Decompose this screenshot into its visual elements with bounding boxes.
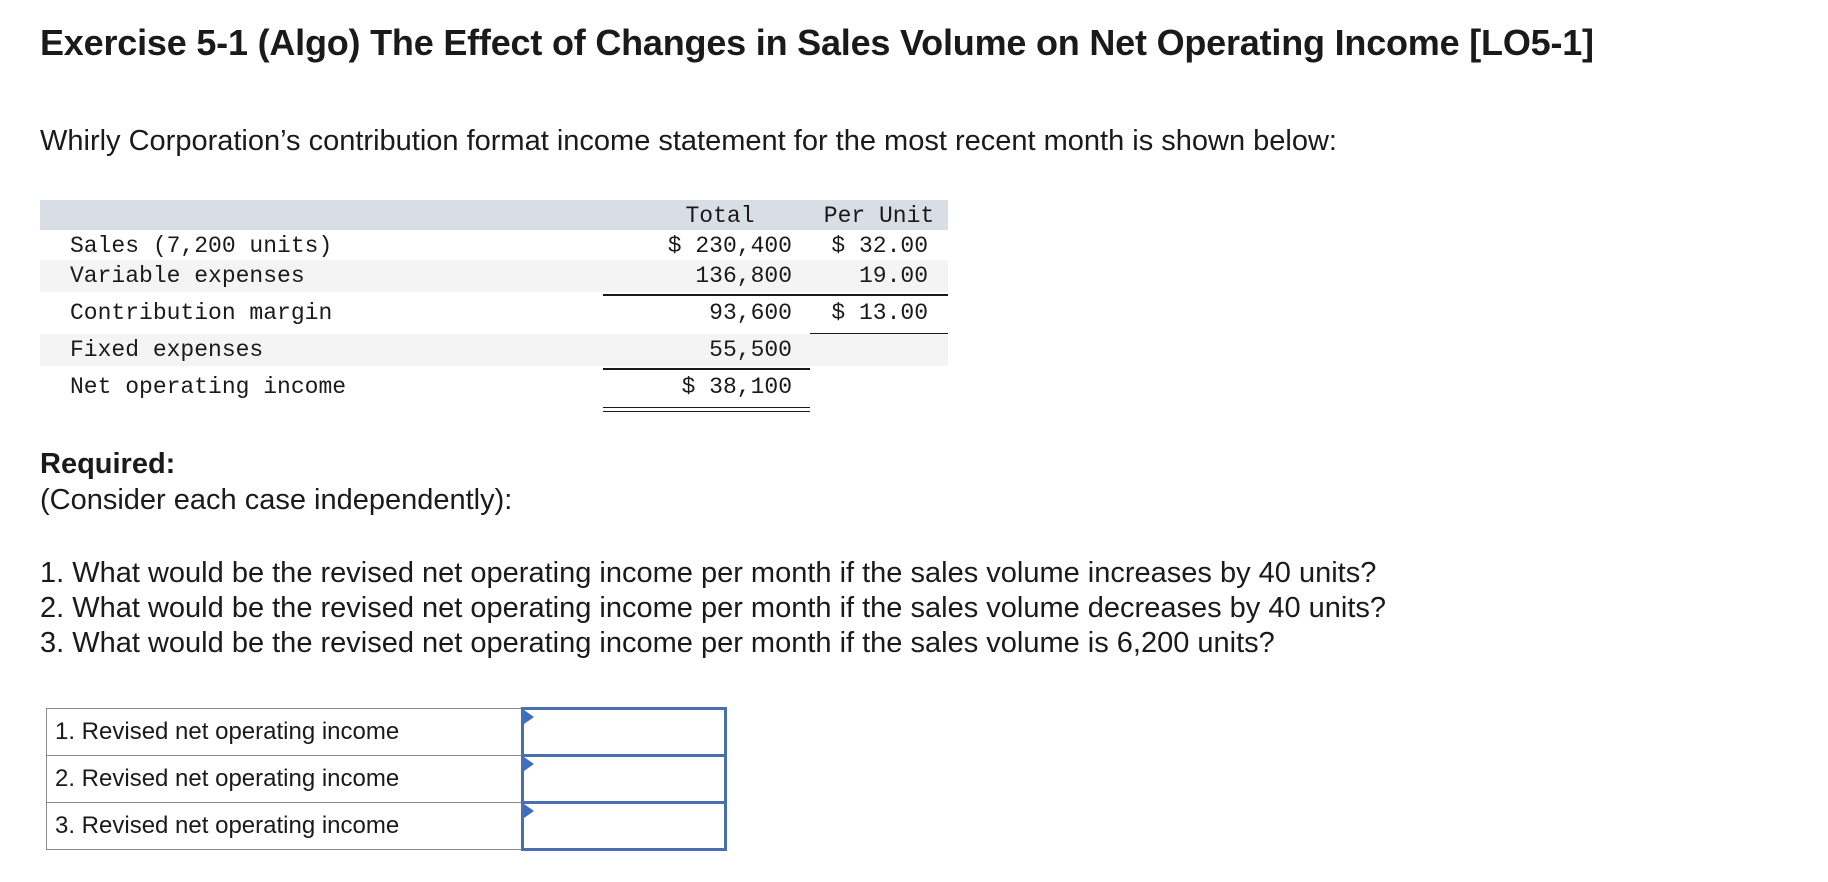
row-label: Fixed expenses (70, 337, 264, 363)
statement-row-net-operating-income: Net operating income $ 38,100 (40, 366, 948, 412)
required-note: (Consider each case independently): (40, 484, 513, 516)
question-list: 1. What would be the revised net operati… (40, 556, 1386, 661)
answer-input-1[interactable] (524, 710, 724, 754)
question-2: 2. What would be the revised net operati… (40, 592, 1387, 624)
income-statement: Total Per Unit Sales (7,200 units) $ 230… (40, 200, 948, 412)
answer-label-2: 2. Revised net operating income (46, 755, 523, 803)
answer-input-3[interactable] (524, 804, 724, 848)
page-title: Exercise 5-1 (Algo) The Effect of Change… (40, 22, 1594, 63)
statement-row-variable-expenses: Variable expenses 136,800 19.00 (40, 260, 948, 296)
input-marker-icon (524, 757, 534, 771)
intro-text: Whirly Corporation’s contribution format… (40, 125, 1337, 157)
per-unit-underline (810, 260, 948, 296)
total-underline (603, 260, 810, 296)
required-heading: Required: (40, 448, 176, 480)
statement-header-row: Total Per Unit (40, 200, 948, 230)
question-3: 3. What would be the revised net operati… (40, 627, 1275, 659)
row-label: Net operating income (70, 374, 347, 400)
row-total: 136,800 (695, 263, 792, 289)
row-total: 93,600 (709, 300, 792, 326)
header-total: Total (685, 203, 755, 229)
statement-row-contribution-margin: Contribution margin 93,600 $ 13.00 (40, 292, 948, 338)
answer-label-1: 1. Revised net operating income (46, 708, 523, 756)
statement-row-fixed-expenses: Fixed expenses 55,500 (40, 334, 948, 370)
question-1: 1. What would be the revised net operati… (40, 557, 1377, 589)
row-total: 55,500 (709, 337, 792, 363)
answer-row-3: 3. Revised net operating income (46, 801, 727, 851)
row-total: $ 38,100 (681, 374, 792, 400)
row-label: Contribution margin (70, 300, 333, 326)
answer-row-2: 2. Revised net operating income (46, 754, 727, 804)
input-marker-icon (524, 804, 534, 818)
answer-label-3: 3. Revised net operating income (46, 802, 523, 850)
row-per-unit: $ 32.00 (831, 233, 928, 259)
answer-cell-2[interactable] (521, 754, 727, 804)
total-double-underline (603, 366, 810, 412)
row-label: Variable expenses (70, 263, 305, 289)
header-per-unit: Per Unit (823, 203, 935, 229)
row-total: $ 230,400 (667, 233, 792, 259)
answer-cell-1[interactable] (521, 707, 727, 757)
row-per-unit: $ 13.00 (831, 300, 928, 326)
answer-input-2[interactable] (524, 757, 724, 801)
statement-row-sales: Sales (7,200 units) $ 230,400 $ 32.00 (40, 230, 948, 260)
row-label: Sales (7,200 units) (70, 233, 333, 259)
answer-cell-3[interactable] (521, 801, 727, 851)
row-per-unit: 19.00 (858, 263, 928, 289)
answer-row-1: 1. Revised net operating income (46, 707, 727, 757)
input-marker-icon (524, 710, 534, 724)
total-underline (603, 334, 810, 370)
answer-table: 1. Revised net operating income 2. Revis… (46, 707, 727, 851)
